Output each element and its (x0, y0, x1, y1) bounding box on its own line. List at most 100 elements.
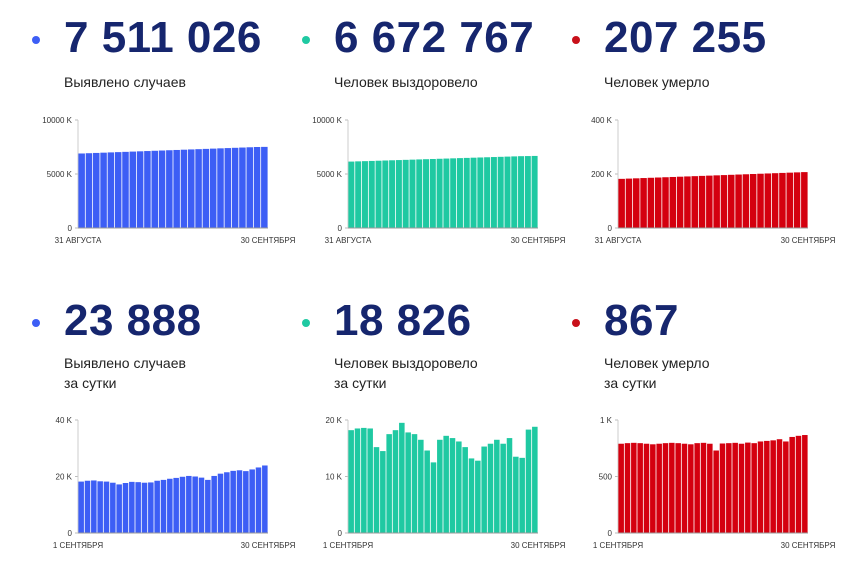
bar (84, 480, 91, 533)
bar (764, 173, 772, 228)
x-tick-label-end: 30 СЕНТЯБРЯ (781, 541, 836, 550)
bar (789, 436, 795, 533)
bar (463, 157, 470, 228)
bar (167, 478, 173, 533)
x-tick-label-start: 1 СЕНТЯБРЯ (593, 541, 643, 550)
cases-total-chart: 0 5000 K 10000 K 31 АВГУСТА 30 СЕНТЯБРЯ (42, 116, 295, 245)
bar (624, 443, 631, 533)
bar (236, 470, 243, 533)
bar (122, 151, 129, 228)
y-tick-label: 5000 K (47, 170, 73, 179)
bar (151, 150, 158, 228)
y-tick-label: 5000 K (317, 170, 343, 179)
bar (656, 443, 662, 533)
bar (669, 176, 677, 228)
panel-recovered-daily: 18 826 Человек выздоровело за сутки (300, 295, 580, 575)
x-tick-label-end: 30 СЕНТЯБРЯ (241, 236, 296, 245)
bar (802, 435, 808, 533)
recovered-total-chart: 0 5000 K 10000 K 31 АВГУСТА 30 СЕНТЯБРЯ (312, 116, 565, 245)
bar (490, 157, 497, 228)
panel-cases-total: 7 511 026 Выявлено случаев (30, 12, 310, 292)
bar (494, 439, 500, 533)
bar (525, 429, 532, 533)
bar (107, 152, 115, 228)
bar (100, 152, 107, 228)
y-tick-label: 0 (68, 529, 73, 538)
bar (217, 473, 224, 533)
bar (793, 172, 801, 228)
deaths-daily-chart: 0 500 1 K 1 СЕНТЯБРЯ 30 СЕНТЯБРЯ (593, 416, 836, 550)
bar (361, 427, 367, 533)
deaths-daily-label-line2: за сутки (604, 375, 657, 391)
bar (449, 438, 456, 533)
bar (355, 161, 362, 228)
bar (764, 440, 770, 533)
bar (719, 443, 726, 533)
bar (243, 471, 249, 533)
bar (148, 482, 154, 533)
bar (399, 422, 405, 533)
bar (647, 177, 655, 228)
y-tick-label: 500 (599, 473, 613, 482)
bar (424, 450, 430, 533)
panel-deaths-daily: 867 Человек умерло за сутки (570, 295, 845, 575)
y-tick-label: 1 K (600, 416, 613, 425)
y-tick-label: 20 K (326, 416, 343, 425)
bar (504, 156, 511, 228)
bar (375, 160, 382, 228)
bar (205, 479, 211, 533)
bar (85, 153, 93, 228)
y-tick-label: 10000 K (312, 116, 342, 125)
bar (262, 465, 268, 533)
bar (230, 470, 236, 533)
bar (373, 447, 380, 533)
x-tick-label-start: 1 СЕНТЯБРЯ (323, 541, 373, 550)
bar (348, 430, 354, 533)
recovered-total-dot (302, 36, 310, 44)
bar (618, 443, 624, 533)
bar (186, 475, 192, 533)
bar (402, 159, 409, 228)
bar (625, 178, 633, 228)
x-tick-label-start: 31 АВГУСТА (595, 236, 642, 245)
bar (418, 439, 424, 533)
bar (192, 476, 198, 533)
bar (532, 426, 538, 533)
bar (524, 156, 531, 228)
bar (518, 156, 525, 228)
bar (726, 443, 732, 533)
bar (637, 443, 643, 533)
cases-total-label: Выявлено случаев (64, 74, 186, 90)
bar (430, 462, 437, 534)
bar (246, 147, 253, 228)
bar (114, 152, 122, 228)
x-tick-label-start: 1 СЕНТЯБРЯ (53, 541, 103, 550)
bar (437, 439, 443, 533)
bar (745, 442, 751, 533)
bar (78, 481, 84, 533)
bar (436, 158, 443, 228)
bar (618, 178, 625, 228)
bar (475, 460, 481, 533)
bar (497, 156, 504, 228)
bar (443, 158, 450, 228)
bar (239, 147, 246, 228)
y-tick-label: 0 (68, 224, 73, 233)
bar (409, 159, 416, 228)
bar (392, 430, 399, 533)
bar (506, 438, 513, 533)
bar (700, 442, 707, 533)
bar (261, 146, 268, 228)
bar (650, 444, 656, 533)
bar (735, 174, 742, 228)
bar (122, 483, 129, 533)
bar (511, 156, 518, 228)
y-tick-label: 10 K (326, 473, 343, 482)
bar (160, 479, 167, 533)
deaths-total-dot (572, 36, 580, 44)
panel-deaths-total: 207 255 Человек умерло (570, 12, 845, 292)
bar (411, 434, 418, 534)
bar (211, 475, 217, 533)
bar (135, 482, 141, 533)
bar (217, 148, 224, 228)
